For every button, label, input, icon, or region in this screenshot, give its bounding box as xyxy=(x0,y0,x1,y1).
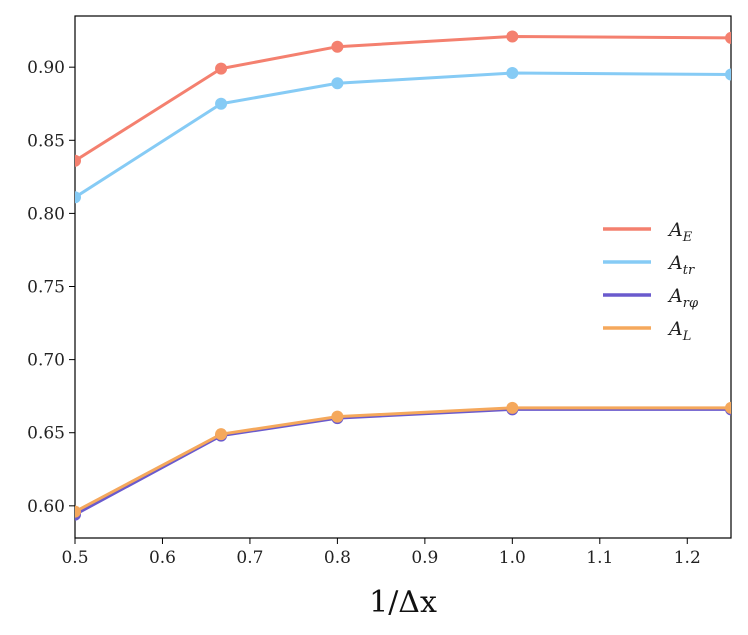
x-tick-label: 1.1 xyxy=(586,548,613,568)
series-line-rφ xyxy=(75,407,731,516)
data-point xyxy=(506,67,519,80)
x-tick-label: 0.9 xyxy=(411,548,438,568)
legend-entry: Arφ xyxy=(667,285,699,311)
data-point xyxy=(75,191,81,204)
y-tick-label: 0.65 xyxy=(27,424,65,444)
data-point xyxy=(331,40,344,53)
data-point xyxy=(506,30,519,43)
x-tick-label: 0.8 xyxy=(324,548,351,568)
x-tick-label: 0.7 xyxy=(236,548,263,568)
y-axis-ticks: 0.60 0.65 0.70 0.75 0.80 0.85 0.90 xyxy=(27,58,75,517)
x-axis-label: 1/Δx xyxy=(369,585,437,620)
x-tick-label: 0.6 xyxy=(149,548,176,568)
series-line-tr xyxy=(75,71,731,199)
series-layer xyxy=(75,30,731,521)
data-point xyxy=(75,154,81,167)
data-point xyxy=(725,401,731,414)
y-tick-label: 0.60 xyxy=(27,497,65,517)
data-point xyxy=(331,77,344,90)
series-line-E xyxy=(75,34,731,163)
data-point xyxy=(725,68,731,81)
data-point xyxy=(215,62,228,75)
data-point xyxy=(75,505,81,518)
y-tick-label: 0.75 xyxy=(27,278,65,298)
x-axis-ticks: 0.5 0.6 0.7 0.8 0.9 1.0 1.1 1.2 xyxy=(61,538,701,568)
legend: AE Atr Arφ AL xyxy=(603,219,699,344)
y-tick-label: 0.80 xyxy=(27,204,65,224)
y-tick-label: 0.85 xyxy=(27,131,65,151)
x-tick-label: 1.2 xyxy=(674,548,701,568)
y-tick-label: 0.70 xyxy=(27,351,65,371)
y-tick-label: 0.90 xyxy=(27,58,65,78)
x-tick-label: 1.0 xyxy=(499,548,526,568)
legend-entry: Atr xyxy=(667,252,695,278)
data-point xyxy=(215,428,228,441)
series-line-L xyxy=(75,406,731,514)
x-tick-label: 0.5 xyxy=(61,548,88,568)
plot-frame xyxy=(74,15,732,539)
legend-entry: AL xyxy=(667,318,691,344)
data-point xyxy=(506,401,519,414)
plot-border xyxy=(74,15,732,539)
data-point xyxy=(215,97,228,110)
data-point xyxy=(331,410,344,423)
data-point xyxy=(725,31,731,44)
legend-entry: AE xyxy=(667,219,693,245)
